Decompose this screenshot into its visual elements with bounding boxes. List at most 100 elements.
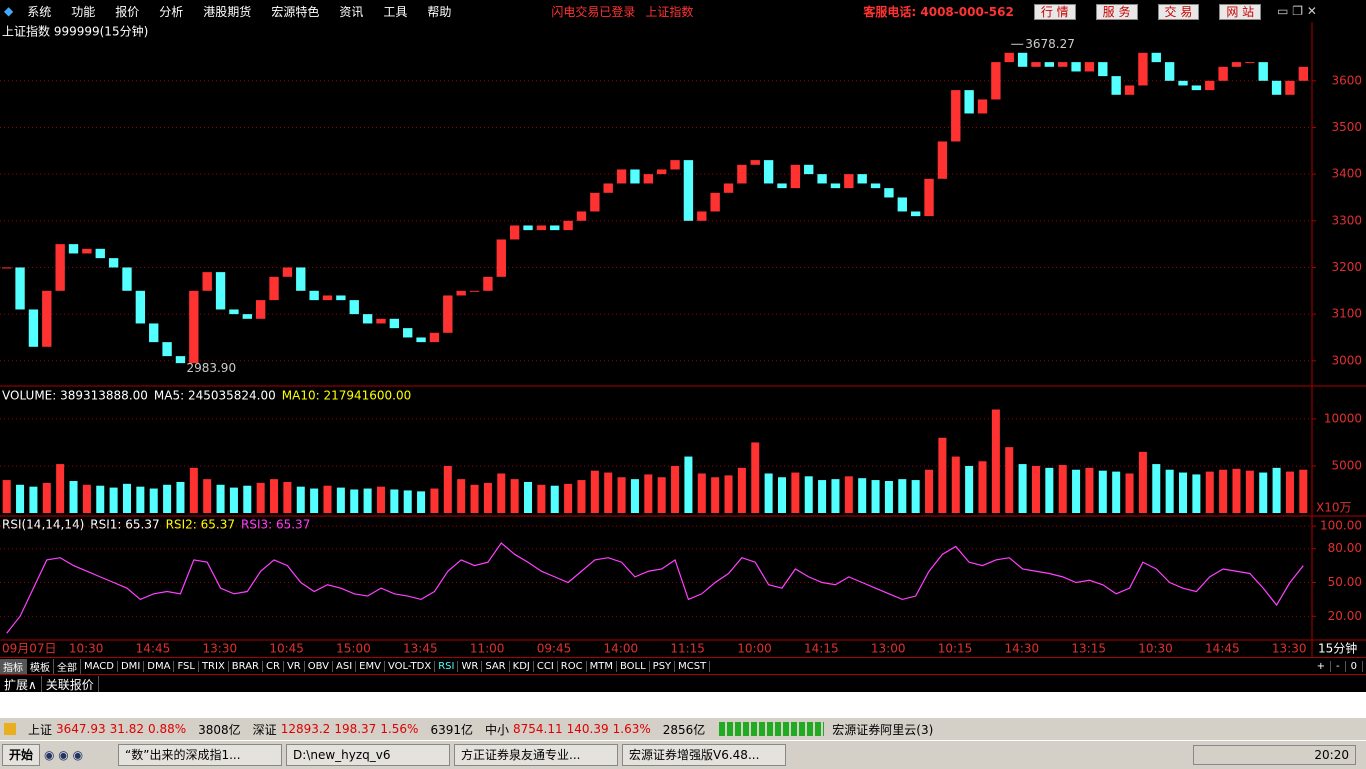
low-annotation: 2983.90 <box>186 361 236 375</box>
task-button[interactable]: D:\new_hyzq_v6 <box>286 744 451 766</box>
volume-bar <box>203 479 212 513</box>
volume-bar <box>978 461 987 513</box>
indicator-tab[interactable]: TRIX <box>199 661 229 672</box>
period-label: 15分钟 <box>1318 641 1357 656</box>
volume-bar <box>363 488 372 513</box>
candle <box>108 258 119 268</box>
indicator-tab[interactable]: RSI <box>435 661 459 672</box>
indicator-tab[interactable]: VOL-TDX <box>385 661 436 672</box>
volume-bar <box>938 437 947 513</box>
task-button[interactable]: “数”出来的深成指1... <box>118 744 283 766</box>
volume-bar <box>403 490 412 513</box>
tab-control[interactable]: - <box>1331 661 1346 672</box>
indicator-tab[interactable]: ROC <box>558 661 587 672</box>
sub-tab[interactable]: 关联报价 <box>42 675 99 693</box>
menu-button[interactable]: 交 易 <box>1157 3 1200 20</box>
task-button[interactable]: 宏源证券增强版V6.48... <box>622 744 787 766</box>
activity-meter <box>719 722 825 736</box>
y-tick-label: 3400 <box>1331 167 1362 181</box>
indicator-tab[interactable]: PSY <box>650 661 676 672</box>
indicator-tab[interactable]: SAR <box>482 661 510 672</box>
volume-bar <box>911 480 920 513</box>
indicator-tab[interactable]: MTM <box>587 661 617 672</box>
volume-bar <box>724 475 733 513</box>
indicator-tab[interactable]: KDJ <box>510 661 534 672</box>
candle <box>82 248 92 254</box>
indicator-tab[interactable]: DMA <box>144 661 175 672</box>
indicator-tab[interactable]: WR <box>458 661 483 672</box>
candle <box>336 295 346 301</box>
indicator-tab[interactable]: VR <box>284 661 305 672</box>
candle <box>1124 85 1135 95</box>
candle <box>242 314 252 319</box>
indicator-tab[interactable]: EMV <box>356 661 385 672</box>
menu-button[interactable]: 行 情 <box>1033 3 1076 20</box>
volume-bar <box>991 409 1000 513</box>
menu-item[interactable]: 功能 <box>71 4 96 19</box>
candle <box>924 178 934 217</box>
menu-button[interactable]: 服 务 <box>1095 3 1138 20</box>
volume-bar <box>644 474 653 513</box>
indicator-tab[interactable]: CCI <box>534 661 558 672</box>
candle <box>790 164 801 189</box>
candle <box>817 174 827 184</box>
indicator-tab[interactable]: MCST <box>675 661 711 672</box>
volume-bar <box>149 488 158 513</box>
x-tick-label: 14:30 <box>1005 642 1040 656</box>
indicator-tabs: 指标 模板 全部 MACD DMI DMA FSL TRIX BRAR CR VR OBV ASI EMV… <box>0 657 1366 675</box>
menu-button[interactable]: 网 站 <box>1219 3 1262 20</box>
market-index: 8754.11 <box>513 722 563 736</box>
menu-item[interactable]: 工具 <box>383 4 408 19</box>
indicator-tab[interactable]: OBV <box>305 661 333 672</box>
sub-tab[interactable]: 扩展∧ <box>0 675 42 693</box>
volume-bar <box>417 491 426 513</box>
volume-bar <box>136 486 145 513</box>
volume-bar <box>176 481 185 513</box>
menu-item[interactable]: 港股期货 <box>203 4 252 19</box>
task-button[interactable]: 方正证券泉友通专业... <box>454 744 619 766</box>
indicator-tab[interactable]: 模板 <box>27 659 54 674</box>
candle <box>229 309 239 315</box>
x-tick-label: 13:30 <box>1272 642 1307 656</box>
candle <box>122 267 132 291</box>
market-index: 3647.93 <box>56 722 106 736</box>
y-tick-label: 10000 <box>1324 411 1362 425</box>
candle <box>1004 52 1014 63</box>
candle <box>964 90 974 114</box>
volume-bar <box>296 486 305 513</box>
candle <box>282 267 293 277</box>
candle <box>1245 62 1255 64</box>
indicator-tab[interactable]: 指标 <box>0 659 27 674</box>
candle <box>322 295 333 301</box>
indicator-tab[interactable]: FSL <box>174 661 199 672</box>
indicator-tab[interactable]: 全部 <box>54 659 81 674</box>
indicator-tab[interactable]: DMI <box>118 661 145 672</box>
indicator-tab[interactable]: MACD <box>81 661 118 672</box>
menu-item[interactable]: 资讯 <box>339 4 364 19</box>
indicator-tab[interactable]: CR <box>263 661 284 672</box>
menu-item[interactable]: 帮助 <box>427 4 452 19</box>
candle <box>269 276 279 301</box>
window-controls[interactable]: ▭ ❐ ✕ <box>1277 4 1317 18</box>
menu-item[interactable]: 报价 <box>115 4 140 19</box>
menu-item[interactable]: 分析 <box>159 4 184 19</box>
indicator-tab[interactable]: ASI <box>333 661 357 672</box>
start-button[interactable]: 开始 <box>2 744 41 766</box>
menu-item[interactable]: 宏源特色 <box>271 4 320 19</box>
candle <box>697 211 707 221</box>
chart-area: 上证指数 999999(15分钟) 3000 3100 3200 3300 3400 350… <box>0 22 1366 657</box>
market-pct: 1.63% <box>612 722 651 736</box>
tab-control[interactable]: 0 <box>1345 661 1363 672</box>
volume-bar <box>443 465 452 513</box>
candle <box>1271 80 1282 95</box>
indicator-tab[interactable]: BRAR <box>229 661 263 672</box>
volume-bar <box>1045 467 1054 513</box>
tab-control[interactable]: + <box>1311 661 1332 672</box>
candle <box>657 169 667 175</box>
candle <box>149 323 159 343</box>
candle <box>309 290 319 301</box>
indicator-tab[interactable]: BOLL <box>617 661 650 672</box>
candle <box>1164 62 1175 81</box>
x-tick-label: 14:00 <box>604 642 639 656</box>
menu-item[interactable]: 系统 <box>27 4 52 19</box>
